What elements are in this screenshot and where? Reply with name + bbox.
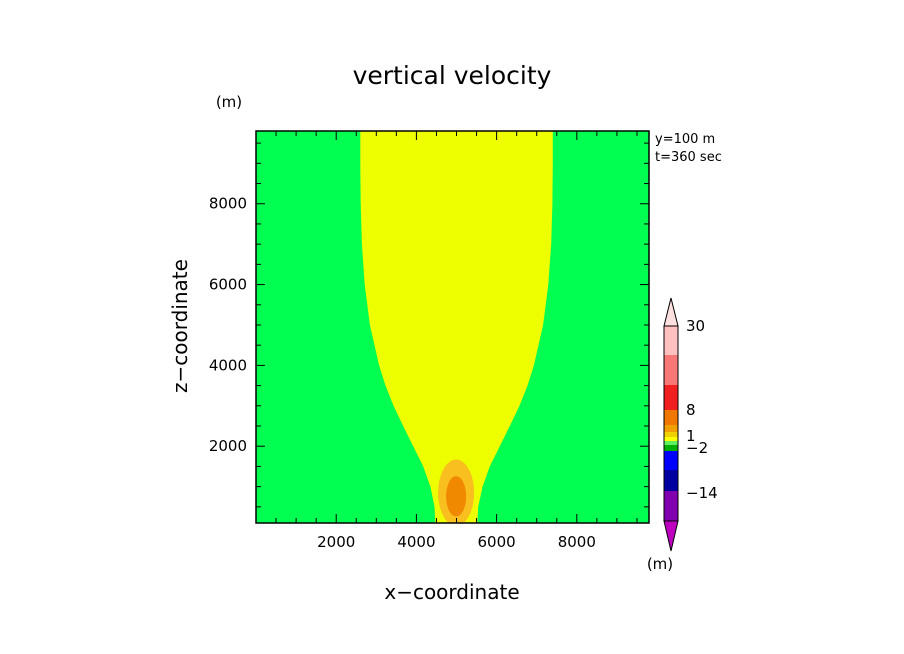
y-unit-label: (m) — [216, 93, 242, 111]
colorbar: 30 8 1−2 −14 — [663, 297, 718, 552]
colorbar-segment — [664, 445, 678, 451]
plume-region — [360, 131, 553, 523]
annotation-t: t=360 sec — [655, 150, 722, 165]
plot-area — [255, 130, 650, 524]
colorbar-segment — [664, 432, 678, 437]
colorbar-segment — [664, 491, 678, 521]
colorbar-segment — [664, 410, 678, 425]
x-axis-label: x−coordinate — [384, 580, 519, 604]
x-tick-label: 8000 — [558, 533, 596, 551]
x-tick-label: 4000 — [397, 533, 435, 551]
x-tick-label: 2000 — [317, 533, 355, 551]
colorbar-segment — [664, 451, 678, 470]
colorbar-segment — [664, 326, 678, 355]
colorbar-label: 8 — [686, 401, 696, 419]
colorbar-over-triangle — [663, 297, 679, 327]
chart-title: vertical velocity — [353, 61, 552, 90]
colorbar-segment — [664, 385, 678, 410]
annotation-y: y=100 m — [655, 132, 715, 147]
y-tick-label: 6000 — [209, 276, 247, 294]
core-group — [438, 459, 475, 523]
x-tick-label: 6000 — [478, 533, 516, 551]
colorbar-label: −2 — [686, 439, 708, 457]
colorbar-segment — [664, 441, 678, 445]
axis-ticks: 2000 4000 6000 8000 2000 4000 6000 8000 — [209, 131, 649, 551]
colorbar-label: 1 — [686, 427, 696, 445]
colorbar-label: 30 — [686, 317, 705, 335]
plot-frame — [255, 130, 650, 524]
colorbar-unit-label: (m) — [647, 555, 673, 573]
colorbar-frame — [663, 325, 679, 522]
y-tick-label: 8000 — [209, 195, 247, 213]
colorbar-label: −14 — [686, 484, 718, 502]
colorbar-segment — [664, 425, 678, 432]
updraft-core-2 — [446, 476, 467, 517]
colorbar-segment — [664, 437, 678, 441]
colorbar-under-triangle — [663, 520, 679, 552]
y-tick-label: 2000 — [209, 437, 247, 455]
y-tick-label: 4000 — [209, 356, 247, 374]
colorbar-segment — [664, 470, 678, 491]
colorbar-segment — [664, 355, 678, 385]
y-axis-label: z−coordinate — [168, 259, 192, 393]
